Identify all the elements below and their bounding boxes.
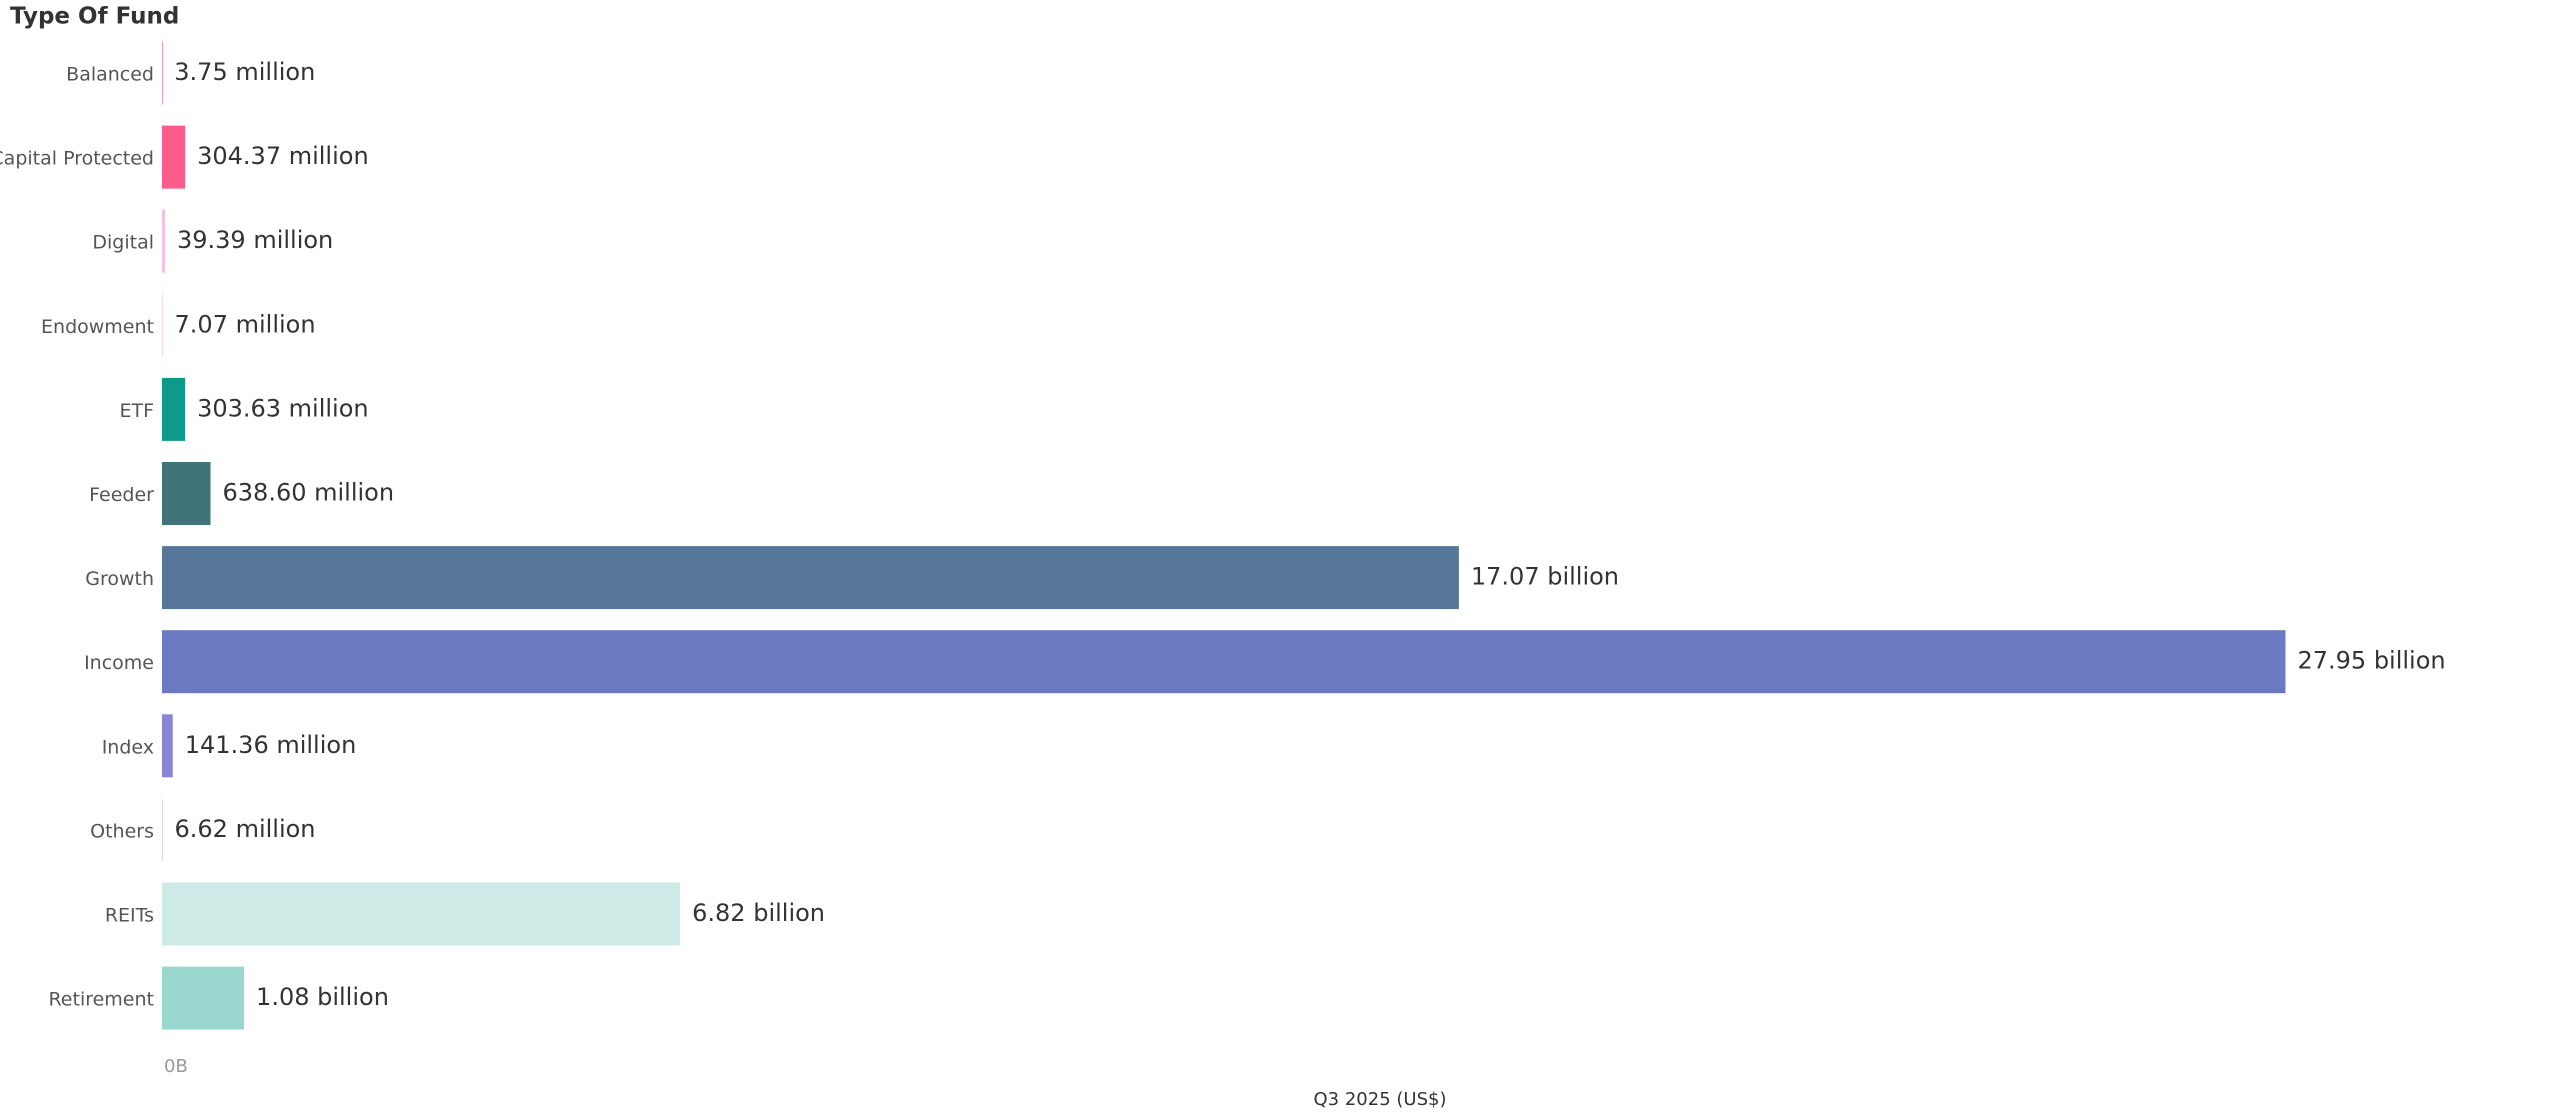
y-tick-label: Index — [102, 736, 154, 758]
value-label: 39.39 million — [177, 226, 333, 254]
bar — [162, 882, 681, 946]
y-tick-label: ETF — [119, 400, 154, 422]
bar — [162, 377, 186, 441]
value-label: 1.08 billion — [256, 983, 389, 1011]
bar — [162, 966, 245, 1030]
bar — [162, 462, 211, 525]
bar — [162, 798, 163, 862]
axis-header: Type Of Fund — [10, 4, 179, 30]
value-label: 3.75 million — [174, 58, 315, 86]
y-tick-label: Endowment — [41, 316, 154, 338]
value-label: 304.37 million — [197, 142, 369, 170]
y-tick-label: Capital Protected — [0, 148, 154, 170]
bar — [162, 209, 165, 273]
y-tick-label: REITs — [105, 905, 154, 927]
value-label: 303.63 million — [197, 394, 369, 422]
bar — [162, 714, 173, 778]
value-label: 141.36 million — [185, 731, 357, 759]
value-label: 6.82 billion — [692, 899, 825, 927]
bar — [162, 546, 1459, 610]
y-tick-label: Others — [90, 820, 154, 842]
value-label: 27.95 billion — [2297, 647, 2445, 675]
y-tick-label: Feeder — [89, 484, 154, 506]
value-label: 17.07 billion — [1471, 563, 1619, 591]
value-label: 638.60 million — [223, 479, 395, 507]
x-tick-label: 0B — [164, 1056, 188, 1077]
value-label: 7.07 million — [175, 310, 316, 338]
bar — [162, 125, 186, 189]
y-tick-label: Income — [84, 652, 154, 674]
y-tick-label: Growth — [85, 568, 154, 590]
bar — [162, 293, 163, 357]
y-tick-label: Balanced — [66, 64, 154, 86]
bar — [162, 41, 163, 105]
x-axis-title: Q3 2025 (US$) — [1314, 1089, 1447, 1110]
y-tick-label: Digital — [92, 232, 154, 254]
value-label: 6.62 million — [175, 815, 316, 843]
bar — [162, 630, 2286, 694]
y-tick-label: Retirement — [48, 989, 154, 1011]
